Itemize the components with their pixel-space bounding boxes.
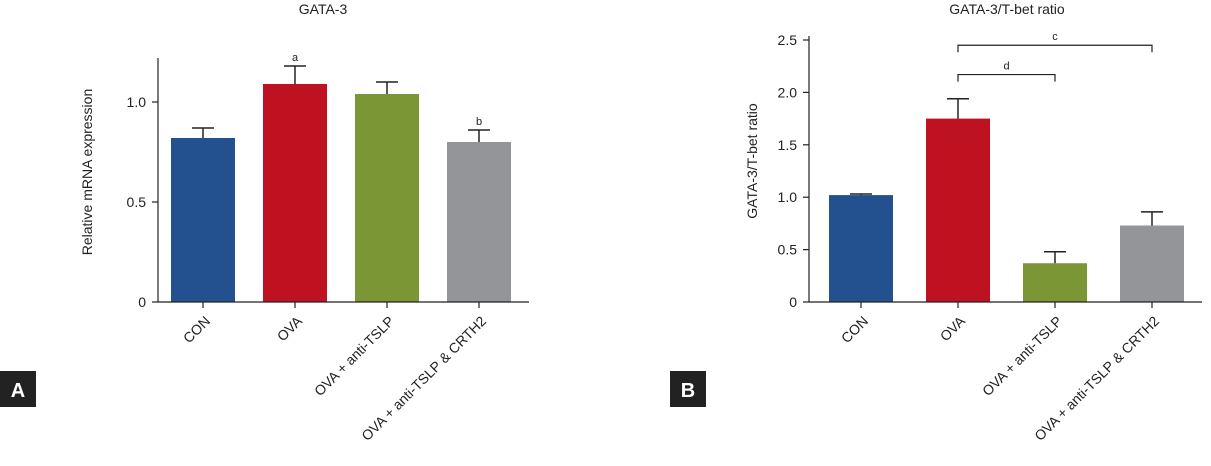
chart-title: GATA-3 — [299, 1, 348, 17]
bar-2 — [926, 118, 990, 302]
bracket-label-2: c — [1052, 31, 1058, 43]
y-axis-label: GATA-3/T-bet ratio — [744, 103, 760, 219]
bar-2 — [263, 84, 327, 302]
significance-label-2: a — [292, 52, 299, 64]
y-axis-label: Relative mRNA expression — [79, 89, 95, 256]
significance-bracket-1 — [957, 73, 1056, 82]
y-tick-label-1: 0 — [138, 294, 146, 310]
y-tick-label-3: 1.0 — [778, 189, 798, 205]
bar-3 — [355, 94, 419, 302]
y-tick-label-6: 2.5 — [778, 32, 798, 48]
chart-title: GATA-3/T-bet ratio — [949, 1, 1065, 17]
bar-3 — [1023, 263, 1087, 302]
y-tick-label-3: 1.0 — [127, 94, 147, 110]
bar-4 — [1120, 225, 1184, 302]
chart-panel-b: GATA-3/T-bet ratio GATA-3/T-bet ratio CON O… — [670, 1, 1202, 444]
category-label-3: OVA + anti-TSLP — [979, 313, 1065, 399]
panel-label: A — [11, 380, 25, 402]
panel-label: B — [681, 380, 695, 402]
chart-panel-a: GATA-3 Relative mRNA expression CON a OVA OVA… — [0, 1, 529, 444]
y-tick-label-4: 1.5 — [778, 137, 798, 153]
bar-1 — [829, 195, 893, 302]
category-label-2: OVA — [274, 312, 306, 344]
bar-1 — [171, 138, 235, 302]
category-label-1: CON — [180, 313, 213, 346]
y-tick-label-5: 2.0 — [778, 84, 798, 100]
bar-4 — [447, 142, 511, 302]
significance-bracket-2 — [957, 44, 1153, 53]
y-tick-label-1: 0 — [789, 294, 797, 310]
panel-label-badge — [0, 371, 36, 407]
panel-label-badge — [670, 371, 706, 407]
y-tick-label-2: 0.5 — [778, 242, 798, 258]
y-tick-label-2: 0.5 — [127, 194, 147, 210]
bracket-label-1: d — [1003, 61, 1009, 73]
category-label-1: CON — [838, 313, 871, 346]
category-label-2: OVA — [937, 312, 969, 344]
significance-label-4: b — [476, 116, 482, 128]
category-label-3: OVA + anti-TSLP — [311, 313, 397, 399]
